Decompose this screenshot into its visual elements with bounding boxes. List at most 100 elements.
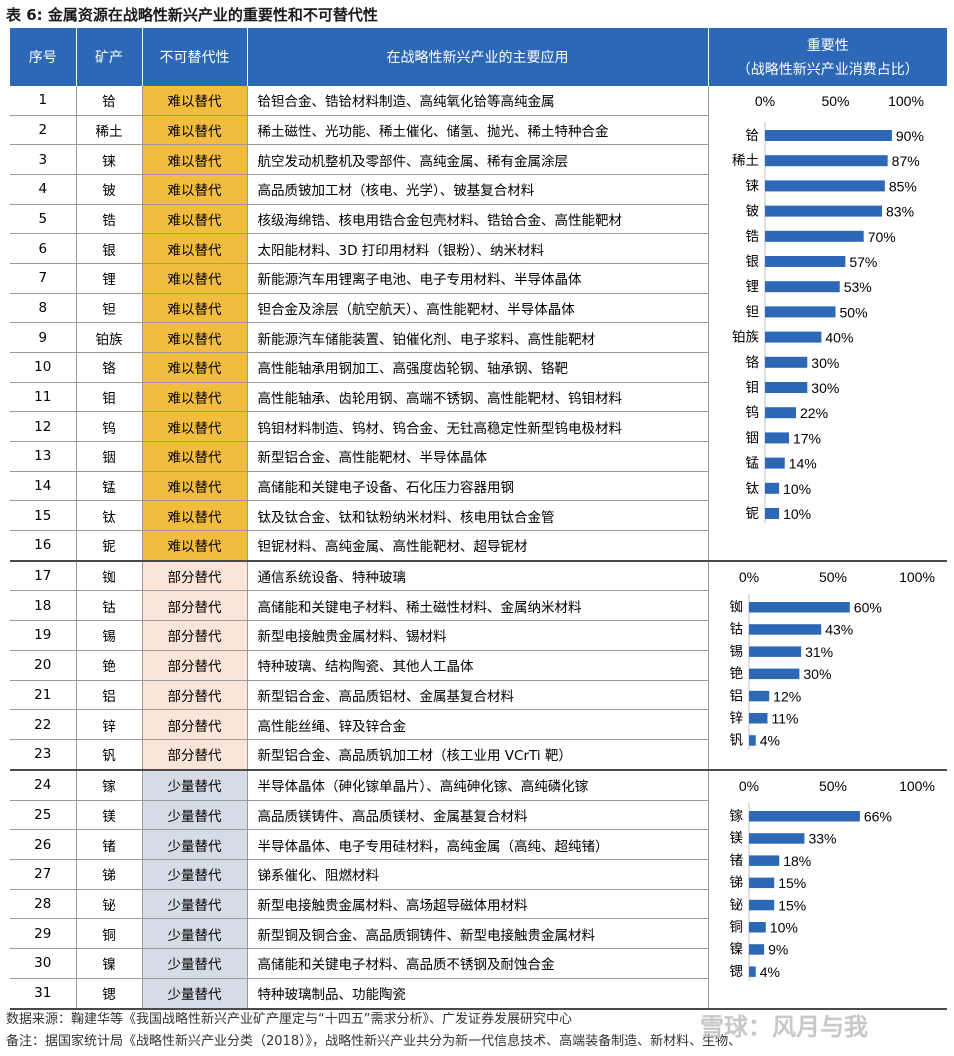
row-mineral: 铪 [75, 86, 142, 116]
table-row: 25 镁少量替代 高品质镁铸件、高品质镁材、金属基复合材料 [10, 800, 947, 831]
row-mineral: 铂族 [75, 322, 142, 353]
row-application: 半导体晶体、电子专用硅材料，高纯金属（高纯、超纯锗） [246, 829, 708, 860]
row-mineral: 锌 [75, 709, 142, 740]
row-irreplaceability: 难以替代 [141, 441, 247, 472]
row-mineral: 锡 [75, 620, 142, 651]
row-irreplaceability: 少量替代 [141, 859, 247, 890]
row-application: 铪钽合金、锆铪材料制造、高纯氧化铪等高纯金属 [246, 86, 708, 116]
row-irreplaceability: 难以替代 [141, 471, 247, 502]
row-irreplaceability: 少量替代 [141, 948, 247, 979]
metals-table: 序号 矿产 不可替代性 在战略性新兴产业的主要应用 重要性 （战略性新兴产业消费… [10, 28, 947, 1010]
category-label: 钛 [745, 481, 759, 497]
category-label: 铝 [729, 688, 743, 704]
row-irreplaceability: 少量替代 [141, 800, 247, 831]
header-no: 序号 [10, 28, 76, 86]
row-mineral: 锗 [75, 829, 142, 860]
data-bar [764, 281, 840, 293]
table-row: 1 铪难以替代 铪钽合金、锆铪材料制造、高纯氧化铪等高纯金属 0% 50% 100% 铪 90… [10, 86, 947, 562]
row-irreplaceability: 难以替代 [141, 115, 247, 146]
table-row: 4 铍难以替代 高品质铍加工材（核电、光学）、铍基复合材料 [10, 174, 947, 205]
axis-tick-label: 100% [899, 778, 935, 794]
category-label: 钼 [745, 380, 759, 396]
row-no: 17 [10, 560, 76, 592]
category-label: 铪 [745, 128, 759, 144]
category-label: 钒 [729, 732, 743, 748]
row-no: 26 [10, 829, 76, 860]
importance-chart-cell: 0% 50% 100% 铷 60% 钴 43% 锡 31% 铯 30% 铝 12% 锌 11% 钒 4% [707, 560, 947, 771]
row-mineral: 锂 [75, 263, 142, 294]
category-label: 铟 [745, 430, 759, 446]
row-application: 新能源汽车储能装置、铂催化剂、电子浆料、高性能靶材 [246, 322, 708, 353]
axis-tick-label: 50% [821, 93, 849, 109]
category-label: 镁 [729, 830, 743, 846]
row-application: 高储能和关键电子材料、稀土磁性材料、金属纳米材料 [246, 590, 708, 622]
row-irreplaceability: 少量替代 [141, 769, 247, 801]
row-no: 4 [10, 174, 76, 205]
importance-bar-chart: 0% 50% 100% 镓 66% 镁 33% 锗 18% 锑 15% 铋 15% 铜 10% 镍 9% 锶 4% [729, 778, 935, 981]
row-no: 13 [10, 441, 76, 472]
data-bar [748, 832, 804, 844]
row-no: 19 [10, 620, 76, 651]
data-bar [764, 230, 864, 242]
data-label: 83% [886, 204, 914, 220]
category-label: 锗 [729, 853, 743, 869]
row-mineral: 钽 [75, 293, 142, 324]
data-label: 60% [853, 599, 881, 615]
row-mineral: 铷 [75, 560, 142, 592]
row-application: 高储能和关键电子设备、石化压力容器用钢 [246, 471, 708, 502]
table-row: 13 铟难以替代 新型铝合金、高性能靶材、半导体晶体 [10, 441, 947, 472]
row-application: 钨钼材料制造、钨材、钨合金、无钍高稳定性新型钨电极材料 [246, 411, 708, 442]
data-bar [764, 382, 807, 393]
data-label: 4% [759, 732, 779, 748]
row-no: 10 [10, 352, 76, 383]
row-application: 新型铜及铜合金、高品质铜铸件、新型电接触贵金属材料 [246, 918, 708, 950]
data-label: 11% [771, 710, 798, 726]
table-title: 表 6: 金属资源在战略性新兴产业的重要性和不可替代性 [6, 6, 378, 24]
row-application: 新型铝合金、高品质钒加工材（核工业用 VCrTi 靶） [246, 739, 708, 771]
data-label: 30% [811, 355, 839, 371]
data-label: 85% [888, 178, 916, 194]
row-irreplaceability: 难以替代 [141, 144, 247, 175]
data-bar [748, 623, 821, 635]
row-mineral: 铜 [75, 918, 142, 950]
row-irreplaceability: 部分替代 [141, 560, 247, 592]
row-irreplaceability: 少量替代 [141, 889, 247, 920]
row-no: 31 [10, 978, 76, 1010]
row-application: 高性能轴承、齿轮用钢、高端不锈钢、高性能靶材、钨钼材料 [246, 382, 708, 413]
row-no: 24 [10, 769, 76, 801]
category-label: 锰 [745, 456, 759, 472]
row-irreplaceability: 部分替代 [141, 590, 247, 622]
table-row: 9 铂族 难以替代 新能源汽车储能装置、铂催化剂、电子浆料、高性能靶材 [10, 322, 947, 353]
table-row: 23 钒部分替代 新型铝合金、高品质钒加工材（核工业用 VCrTi 靶） [10, 739, 947, 771]
header-row: 序号 矿产 不可替代性 在战略性新兴产业的主要应用 重要性 （战略性新兴产业消费… [10, 28, 947, 86]
row-no: 20 [10, 650, 76, 681]
data-bar [764, 407, 796, 419]
data-label: 43% [825, 621, 853, 637]
data-label: 30% [803, 666, 831, 682]
importance-chart-cell: 0% 50% 100% 镓 66% 镁 33% 锗 18% 锑 15% 铋 15% 铜 10% 镍 9% 锶 4% [707, 769, 947, 1010]
row-mineral: 钴 [75, 590, 142, 622]
row-mineral: 银 [75, 233, 142, 264]
row-no: 23 [10, 739, 76, 771]
data-label: 12% [773, 688, 801, 704]
header-application: 在战略性新兴产业的主要应用 [246, 28, 708, 86]
data-label: 10% [769, 919, 797, 935]
table-row: 5 锆难以替代 核级海绵锆、核电用锆合金包壳材料、锆铪合金、高性能靶材 [10, 204, 947, 235]
row-no: 15 [10, 500, 76, 531]
row-irreplaceability: 难以替代 [141, 263, 247, 294]
data-label: 10% [783, 481, 811, 497]
table-row: 20 铯部分替代 特种玻璃、结构陶瓷、其他人工晶体 [10, 650, 947, 681]
table-body: 1 铪难以替代 铪钽合金、锆铪材料制造、高纯氧化铪等高纯金属 0% 50% 100% 铪 90… [10, 86, 947, 1010]
data-bar [748, 943, 764, 955]
table-row: 31 锶少量替代 特种玻璃制品、功能陶瓷 [10, 978, 947, 1010]
row-no: 22 [10, 709, 76, 740]
importance-chart-cell: 0% 50% 100% 铪 90% 稀土 87% 铼 85% 铍 83% 锆 70% 银 57% 锂 53% 钽 5… [707, 86, 947, 562]
row-mineral: 镁 [75, 800, 142, 831]
row-mineral: 镓 [75, 769, 142, 801]
category-label: 钴 [729, 621, 743, 637]
category-label: 铷 [729, 599, 743, 615]
data-bar [748, 921, 766, 933]
row-application: 锑系催化、阻燃材料 [246, 859, 708, 890]
row-irreplaceability: 难以替代 [141, 382, 247, 413]
category-label: 银 [745, 254, 759, 270]
